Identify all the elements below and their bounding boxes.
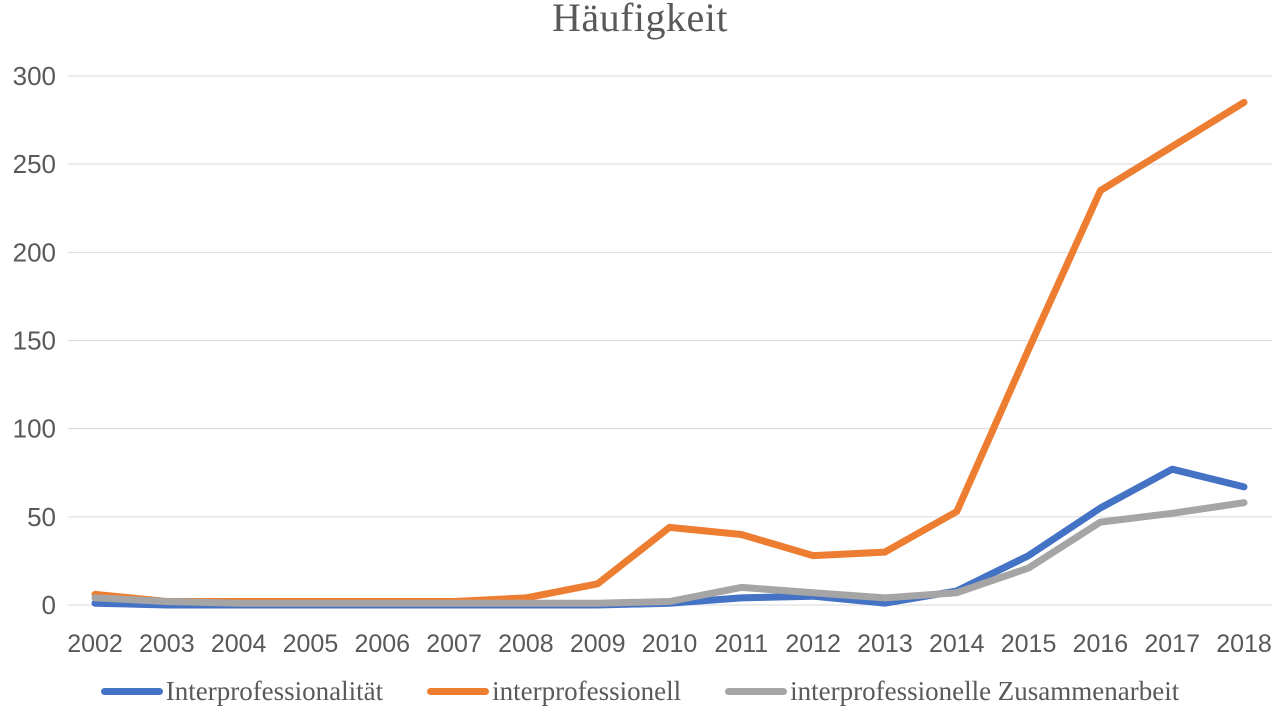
series-line-2 [91,499,1248,607]
legend-label: interprofessionell [492,676,682,706]
legend-label: interprofessionelle Zusammenarbeit [790,676,1180,706]
x-tick-label: 2010 [642,630,698,658]
x-tick-label: 2013 [857,630,913,658]
legend-item: Interprofessionalität [100,676,384,707]
y-tick-label: 300 [13,61,56,91]
y-tick-label: 250 [13,149,56,179]
x-tick-label: 2018 [1216,630,1272,658]
x-tick-label: 2016 [1073,630,1129,658]
x-tick-label: 2005 [283,630,339,658]
legend-item: interprofessionell [427,676,681,707]
y-tick-label: 150 [13,326,56,356]
legend-marker [427,688,490,695]
chart-title: Häufigkeit [551,0,729,40]
legend-label: Interprofessionalität [165,676,384,706]
legend-marker [725,688,788,695]
x-tick-label: 2015 [1001,630,1057,658]
x-tick-label: 2002 [67,630,123,658]
legend-item: interprofessionelle Zusammenarbeit [725,676,1179,707]
x-tick-label: 2009 [570,630,626,658]
x-tick-label: 2004 [211,630,267,658]
legend: Interprofessionalität interprofessionell i… [0,676,1280,707]
legend-marker [100,688,163,695]
y-tick-label: 200 [13,237,56,267]
x-tick-label: 2017 [1144,630,1200,658]
x-tick-label: 2012 [785,630,841,658]
x-tick-label: 2011 [714,630,768,658]
y-tick-label: 0 [42,590,56,620]
y-tick-label: 100 [13,414,56,444]
x-tick-label: 2006 [354,630,410,658]
x-tick-label: 2007 [426,630,482,658]
x-tick-label: 2003 [139,630,195,658]
x-tick-label: 2008 [498,630,554,658]
x-tick-label: 2014 [929,630,985,658]
y-tick-label: 50 [27,502,56,532]
